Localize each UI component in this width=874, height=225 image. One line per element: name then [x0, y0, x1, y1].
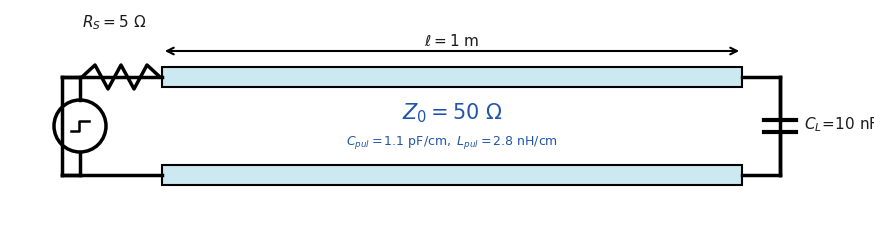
- Text: $\ell = 1\ \mathrm{m}$: $\ell = 1\ \mathrm{m}$: [424, 33, 480, 49]
- Text: $R_S = 5\ \Omega$: $R_S = 5\ \Omega$: [82, 13, 146, 32]
- Text: $Z_0 = 50\ \Omega$: $Z_0 = 50\ \Omega$: [402, 101, 503, 124]
- Text: $C_{pul} = 1.1\ \mathrm{pF/cm},\ L_{pul} = 2.8\ \mathrm{nH/cm}$: $C_{pul} = 1.1\ \mathrm{pF/cm},\ L_{pul}…: [346, 134, 558, 151]
- Bar: [162, 68, 742, 88]
- Bar: [162, 165, 742, 185]
- Text: $C_L\!=\!10\ \mathrm{nF}$: $C_L\!=\!10\ \mathrm{nF}$: [804, 115, 874, 134]
